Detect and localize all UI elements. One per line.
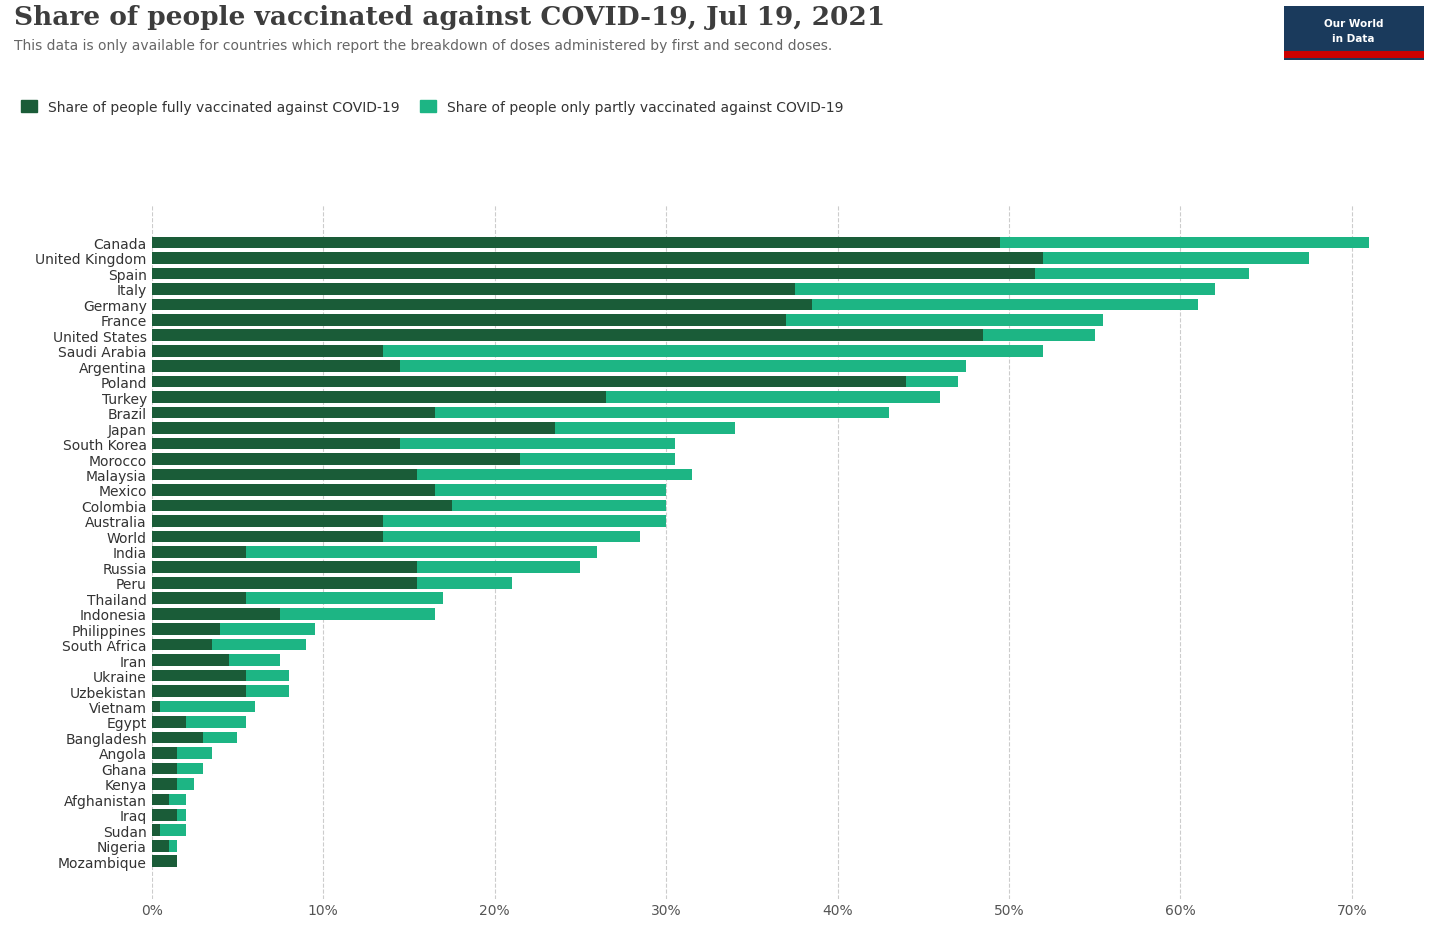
Bar — [152, 407, 435, 419]
Bar — [245, 685, 289, 697]
Bar — [1001, 238, 1369, 249]
Bar — [383, 516, 666, 527]
Bar — [152, 654, 228, 666]
Bar — [907, 376, 957, 388]
Bar — [152, 856, 178, 867]
Bar — [152, 423, 554, 434]
Bar — [212, 639, 306, 651]
Bar — [400, 361, 966, 373]
Bar — [1043, 253, 1310, 265]
Bar — [152, 778, 178, 790]
Bar — [169, 840, 178, 852]
Bar — [152, 454, 520, 465]
Bar — [152, 562, 417, 574]
Bar — [152, 500, 452, 512]
Bar — [152, 269, 1035, 280]
Bar — [152, 330, 983, 342]
Bar — [169, 794, 186, 805]
Bar — [794, 284, 1214, 296]
Bar — [152, 547, 245, 558]
Bar — [178, 747, 212, 759]
Bar — [152, 392, 606, 403]
Bar — [152, 794, 169, 805]
Bar — [152, 840, 169, 852]
Text: in Data: in Data — [1333, 34, 1375, 44]
Bar — [152, 314, 786, 327]
Bar — [160, 701, 254, 712]
Bar — [204, 732, 237, 743]
Bar — [786, 314, 1103, 327]
Bar — [1035, 269, 1249, 280]
Bar — [245, 547, 598, 558]
Bar — [280, 608, 435, 620]
Bar — [452, 500, 666, 512]
Bar — [152, 238, 1001, 249]
Bar — [186, 716, 245, 728]
Bar — [228, 654, 280, 666]
Bar — [219, 623, 315, 636]
Bar — [152, 253, 1043, 265]
Bar — [178, 778, 195, 790]
Bar — [983, 330, 1095, 342]
Bar — [152, 670, 245, 681]
Bar — [152, 469, 417, 481]
Bar — [152, 284, 794, 296]
Bar — [152, 732, 204, 743]
Bar — [554, 423, 735, 434]
Bar — [152, 639, 212, 651]
Bar — [178, 763, 204, 774]
Bar — [152, 608, 280, 620]
Bar — [435, 407, 890, 419]
Bar — [417, 469, 692, 481]
Bar — [812, 300, 1197, 311]
Bar — [152, 716, 186, 728]
Bar — [245, 670, 289, 681]
Bar — [152, 685, 245, 697]
Bar — [152, 438, 400, 450]
Bar — [152, 763, 178, 774]
Bar — [152, 361, 400, 373]
Bar — [417, 578, 511, 589]
Legend: Share of people fully vaccinated against COVID-19, Share of people only partly v: Share of people fully vaccinated against… — [22, 100, 843, 114]
Text: Share of people vaccinated against COVID-19, Jul 19, 2021: Share of people vaccinated against COVID… — [14, 5, 885, 30]
Bar — [152, 592, 245, 605]
Bar — [152, 809, 178, 821]
Bar — [400, 438, 674, 450]
Text: This data is only available for countries which report the breakdown of doses ad: This data is only available for countrie… — [14, 39, 833, 53]
Text: Our World: Our World — [1324, 20, 1383, 29]
Bar — [606, 392, 940, 403]
Bar — [178, 809, 186, 821]
Bar — [383, 345, 1043, 358]
Bar — [152, 747, 178, 759]
Bar — [152, 578, 417, 589]
Bar — [152, 345, 383, 358]
Bar — [417, 562, 580, 574]
Bar — [152, 623, 219, 636]
Bar — [152, 825, 160, 836]
Bar — [152, 516, 383, 527]
Bar — [383, 531, 640, 543]
Bar — [152, 531, 383, 543]
Bar — [520, 454, 674, 465]
Bar — [152, 485, 435, 496]
Bar — [245, 592, 443, 605]
Bar — [160, 825, 186, 836]
Bar — [152, 376, 907, 388]
Bar — [152, 300, 812, 311]
Bar — [152, 701, 160, 712]
Bar — [435, 485, 666, 496]
